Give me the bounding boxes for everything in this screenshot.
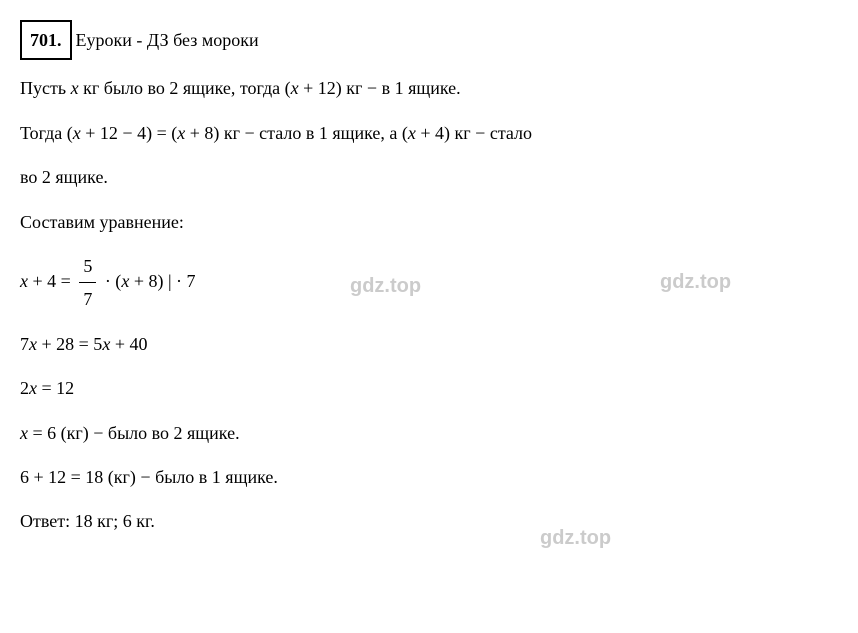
variable: x	[73, 123, 81, 143]
variable: x	[20, 271, 28, 291]
document-container: gdz.top gdz.top gdz.top 701.Еуроки - ДЗ …	[20, 20, 838, 538]
equation-3: 2x = 12	[20, 372, 838, 404]
text: Тогда (	[20, 123, 73, 143]
text: + 40	[110, 334, 147, 354]
variable: x	[29, 334, 37, 354]
text-line-3: во 2 ящике.	[20, 161, 838, 193]
problem-number: 701.	[20, 20, 72, 60]
variable: x	[29, 378, 37, 398]
text: · (	[100, 271, 121, 291]
text: + 4 =	[28, 271, 75, 291]
variable: x	[291, 78, 299, 98]
text-line-1: Пусть x кг было во 2 ящике, тогда (x + 1…	[20, 72, 838, 104]
numerator: 5	[79, 250, 96, 283]
text: 7	[20, 334, 29, 354]
text: + 12 − 4) = (	[81, 123, 177, 143]
fraction: 57	[79, 250, 96, 316]
variable: x	[20, 423, 28, 443]
equation-5: 6 + 12 = 18 (кг) − было в 1 ящике.	[20, 461, 838, 493]
variable: x	[408, 123, 416, 143]
text: Пусть	[20, 78, 71, 98]
text: + 8) кг − стало в 1 ящике, а (	[185, 123, 408, 143]
header-text: Еуроки - ДЗ без мороки	[76, 30, 259, 50]
text-line-4: Составим уравнение:	[20, 206, 838, 238]
answer-line: Ответ: 18 кг; 6 кг.	[20, 505, 838, 537]
text: = 12	[37, 378, 74, 398]
text: + 12) кг − в 1 ящике.	[299, 78, 461, 98]
text: + 8) | · 7	[129, 271, 195, 291]
text: + 4) кг − стало	[416, 123, 532, 143]
text: = 6 (кг) − было во 2 ящике.	[28, 423, 240, 443]
variable: x	[71, 78, 79, 98]
text: 2	[20, 378, 29, 398]
denominator: 7	[79, 283, 96, 315]
text: кг было во 2 ящике, тогда (	[79, 78, 291, 98]
text-line-2: Тогда (x + 12 − 4) = (x + 8) кг − стало …	[20, 117, 838, 149]
equation-1: x + 4 = 57 · (x + 8) | · 7	[20, 250, 838, 316]
equation-2: 7x + 28 = 5x + 40	[20, 328, 838, 360]
header-line: 701.Еуроки - ДЗ без мороки	[20, 20, 838, 60]
text: + 28 = 5	[37, 334, 102, 354]
equation-4: x = 6 (кг) − было во 2 ящике.	[20, 417, 838, 449]
